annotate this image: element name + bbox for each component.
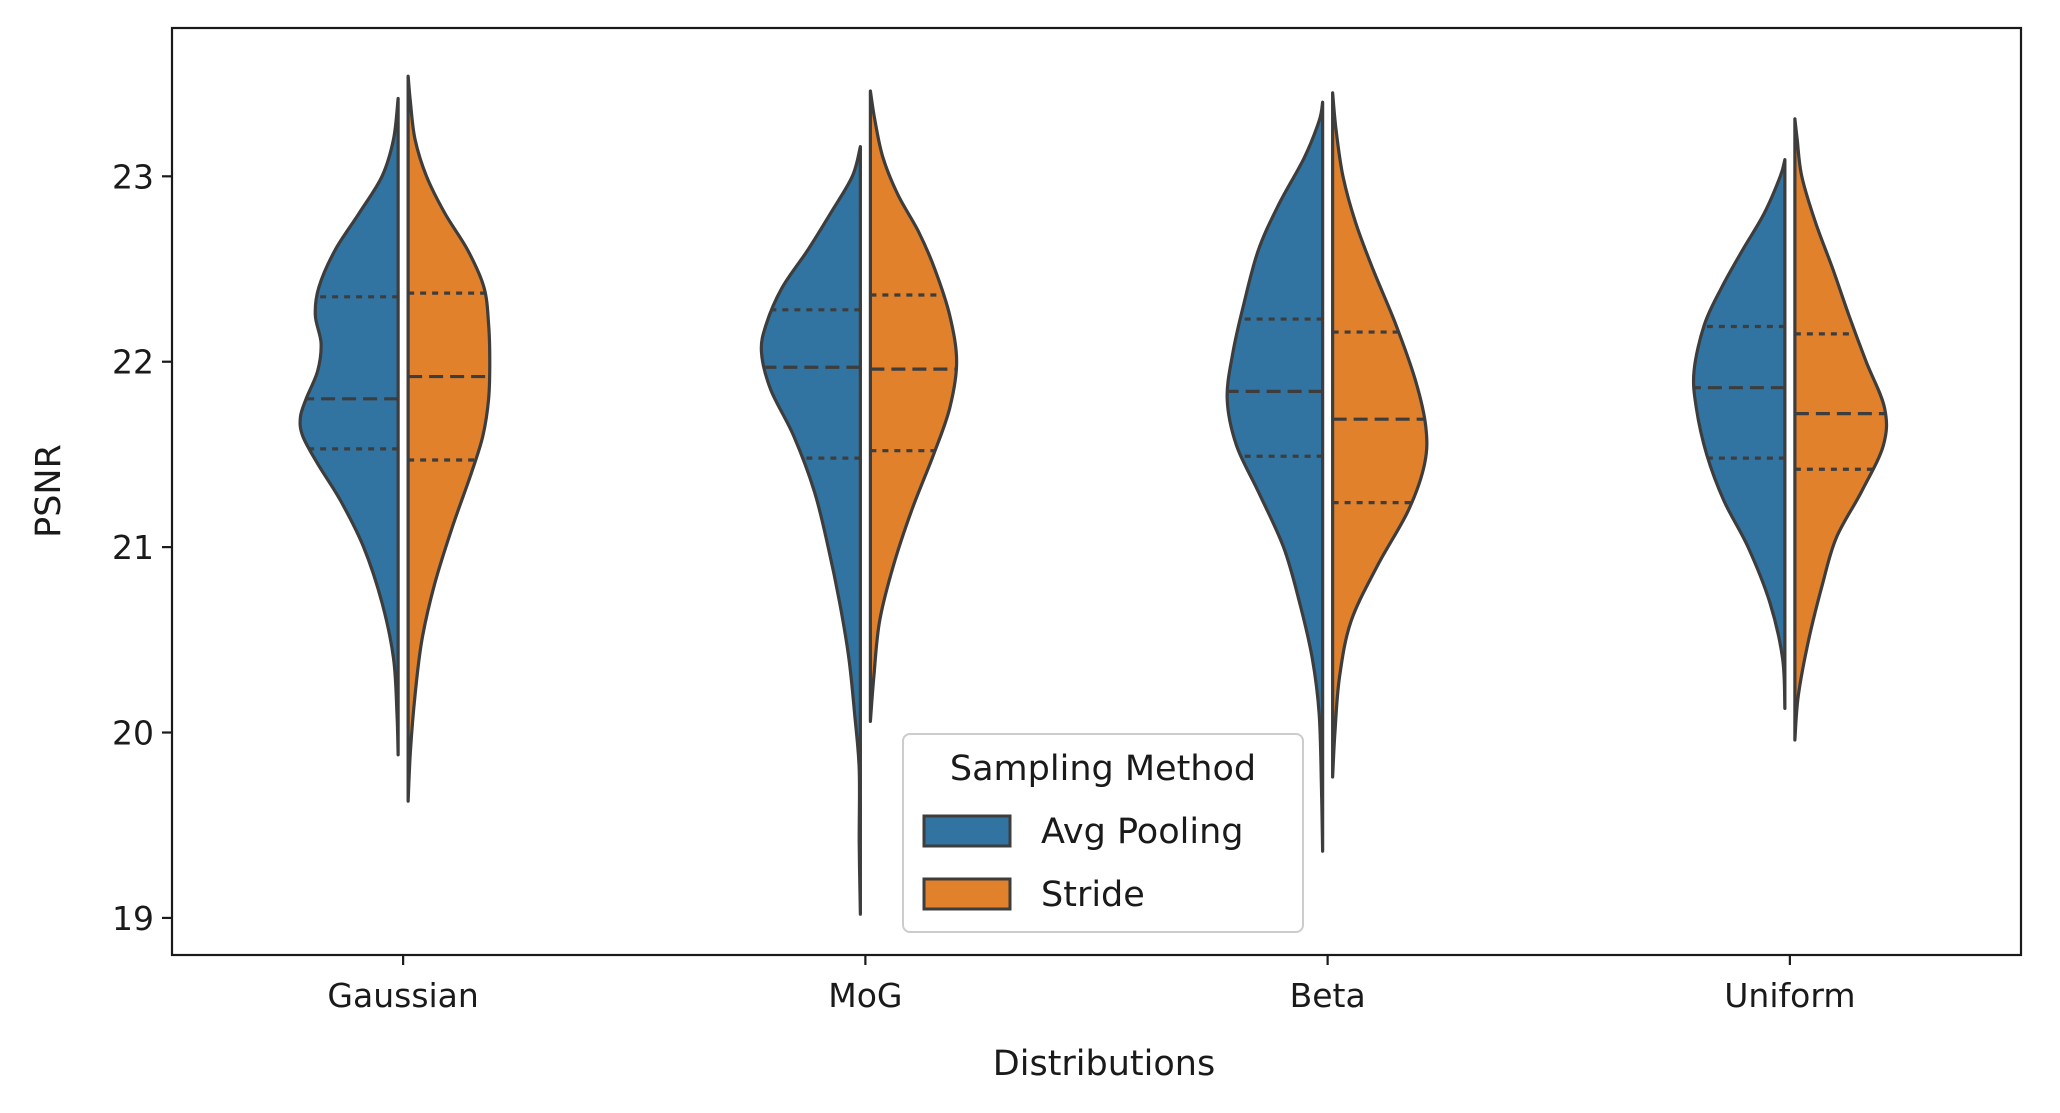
violin-mog-stride <box>868 89 959 723</box>
y-tick-label-22: 22 <box>112 343 154 382</box>
legend: Sampling Method Avg Pooling Stride <box>902 733 1304 933</box>
legend-swatch-avg-pooling <box>922 814 1012 848</box>
y-tick-label-23: 23 <box>112 157 154 196</box>
legend-title: Sampling Method <box>950 749 1256 789</box>
x-axis-title: Distributions <box>993 1044 1215 1084</box>
violin-uniform-avg-pooling <box>1691 158 1787 711</box>
violin-mog-avg-pooling <box>759 145 862 916</box>
axis-layer: 19 20 21 22 23 Gaussian MoG Beta Uniform <box>112 157 1855 1015</box>
legend-label-avg-pooling: Avg Pooling <box>1041 812 1243 852</box>
violin-uniform-stride <box>1793 117 1889 742</box>
x-tick-label-beta: Beta <box>1290 976 1366 1015</box>
x-tick-label-mog: MoG <box>828 976 902 1015</box>
legend-label-stride: Stride <box>1041 875 1145 915</box>
y-tick-label-19: 19 <box>112 899 154 938</box>
violin-gaussian-stride <box>406 74 492 803</box>
legend-swatch-stride <box>922 877 1012 911</box>
y-tick-label-21: 21 <box>112 528 154 567</box>
y-axis-title: PSNR <box>29 444 69 538</box>
y-tick-label-20: 20 <box>112 714 154 753</box>
violin-beta-stride <box>1331 91 1429 779</box>
x-tick-label-uniform: Uniform <box>1724 976 1855 1015</box>
x-tick-label-gaussian: Gaussian <box>327 976 478 1015</box>
plot-layer <box>298 74 1889 916</box>
plot-frame <box>170 26 2023 957</box>
violin-beta-avg-pooling <box>1225 100 1325 853</box>
